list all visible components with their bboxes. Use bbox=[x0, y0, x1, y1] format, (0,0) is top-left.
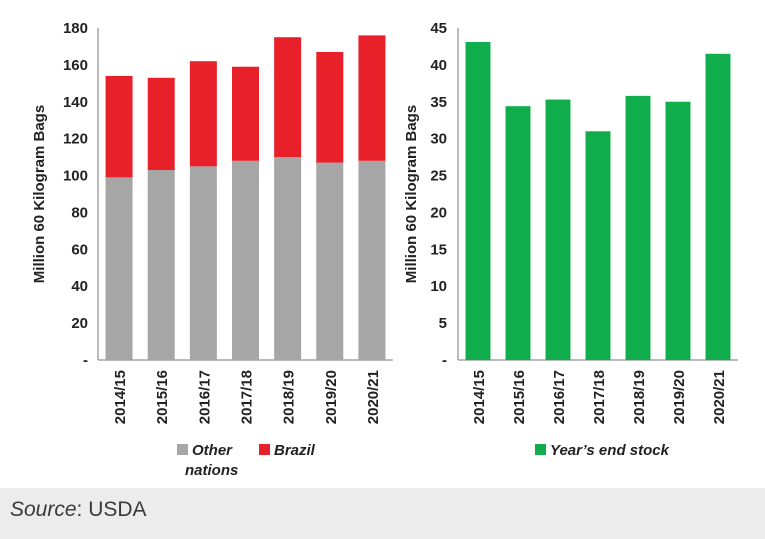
bar bbox=[147, 170, 175, 360]
x-tick-label: 2020/21 bbox=[365, 370, 382, 424]
bar bbox=[274, 37, 302, 158]
legend-swatch bbox=[177, 444, 188, 455]
y-tick-label: 140 bbox=[63, 94, 88, 111]
y-axis-label: Million 60 Kilogram Bags bbox=[403, 105, 420, 283]
source-value: : USDA bbox=[76, 498, 147, 521]
y-tick-label: 120 bbox=[63, 131, 88, 148]
x-tick-label: 2015/16 bbox=[511, 370, 528, 424]
x-tick-label: 2018/19 bbox=[631, 370, 648, 424]
y-tick-label: 20 bbox=[71, 315, 88, 332]
x-tick-label: 2014/15 bbox=[112, 370, 129, 424]
bar bbox=[189, 166, 217, 360]
legend-label: Other nations bbox=[185, 442, 238, 479]
legend-swatch bbox=[259, 444, 270, 455]
x-tick-label: 2020/21 bbox=[711, 370, 728, 424]
charts-canvas: - 20 40 60 80 100 120 140 160 180 Million 60 Kilog… bbox=[31, 20, 738, 479]
x-tick-label: 2019/20 bbox=[323, 370, 340, 424]
y-tick-label: 60 bbox=[71, 241, 88, 258]
y-tick-label: 30 bbox=[430, 131, 447, 148]
x-tick-label: 2016/17 bbox=[551, 370, 568, 424]
bar bbox=[625, 95, 651, 361]
bar bbox=[665, 101, 691, 361]
y-tick-label: 20 bbox=[430, 204, 447, 221]
bar bbox=[232, 66, 259, 161]
bar bbox=[147, 77, 175, 171]
legend-label: Year’s end stock bbox=[550, 442, 670, 459]
source-label: Source bbox=[10, 498, 77, 521]
bar bbox=[316, 51, 344, 163]
x-tick-label: 2017/18 bbox=[239, 370, 256, 424]
x-tick-label: 2014/15 bbox=[471, 370, 488, 424]
y-tick-label: 180 bbox=[63, 20, 88, 37]
stock-chart: - 5 10 15 20 25 30 35 40 45 Million 60 Kilogram Ba… bbox=[403, 20, 738, 459]
y-tick-label: 5 bbox=[439, 315, 447, 332]
source-bar: Source: USDA bbox=[0, 488, 765, 539]
y-tick-label: 40 bbox=[71, 278, 88, 295]
bar bbox=[105, 75, 133, 178]
bar bbox=[465, 42, 491, 361]
bar bbox=[316, 162, 344, 360]
x-tick-label: 2015/16 bbox=[154, 370, 171, 424]
bar bbox=[232, 160, 259, 360]
y-tick-label: 25 bbox=[430, 168, 447, 185]
bar bbox=[358, 160, 386, 360]
source-note: Source: USDA bbox=[10, 498, 147, 522]
y-axis-label: Million 60 Kilogram Bags bbox=[31, 105, 48, 283]
y-tick-label: 15 bbox=[430, 241, 447, 258]
y-tick-label: 35 bbox=[430, 94, 447, 111]
y-tick-label: - bbox=[442, 352, 447, 369]
production-chart: - 20 40 60 80 100 120 140 160 180 Million 60 Kilog… bbox=[31, 20, 393, 479]
y-tick-label: 100 bbox=[63, 168, 88, 185]
legend-swatch bbox=[535, 444, 546, 455]
x-tick-label: 2016/17 bbox=[196, 370, 213, 424]
y-tick-label: 40 bbox=[430, 57, 447, 74]
y-tick-label: 45 bbox=[430, 20, 447, 37]
y-tick-label: - bbox=[83, 352, 88, 369]
x-tick-label: 2019/20 bbox=[671, 370, 688, 424]
bar bbox=[505, 106, 531, 361]
bar bbox=[705, 53, 731, 360]
bar bbox=[545, 99, 571, 360]
bar bbox=[274, 157, 302, 360]
bar bbox=[585, 131, 611, 360]
y-tick-label: 10 bbox=[430, 278, 447, 295]
legend-label: Brazil bbox=[274, 442, 316, 459]
bar bbox=[189, 61, 217, 167]
bar bbox=[358, 35, 386, 161]
y-tick-label: 80 bbox=[71, 204, 88, 221]
y-tick-label: 160 bbox=[63, 57, 88, 74]
x-tick-label: 2018/19 bbox=[281, 370, 298, 424]
x-tick-label: 2017/18 bbox=[591, 370, 608, 424]
bar bbox=[105, 177, 133, 360]
